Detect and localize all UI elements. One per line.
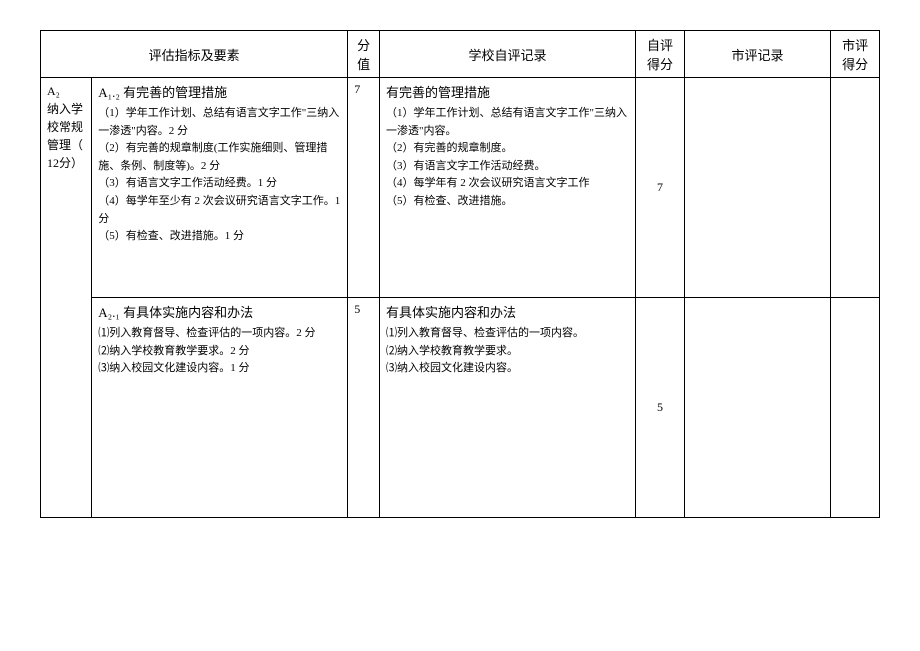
header-criteria: 评估指标及要素 xyxy=(41,31,348,78)
criteria-body: （1）学年工作计划、总结有语言文字工作"三纳入一渗透"内容。2 分（2）有完善的… xyxy=(98,105,341,246)
header-city-record: 市评记录 xyxy=(684,31,830,78)
table-row: A₂ 纳入学校常规管理（ 12分） A₁.₂ 有完善的管理措施 （1）学年工作计… xyxy=(41,78,880,298)
self-record-title: 有完善的管理措施 xyxy=(386,82,629,101)
city-score-cell xyxy=(831,78,880,298)
score-cell: 7 xyxy=(348,78,380,298)
self-score-cell: 5 xyxy=(636,298,685,518)
criteria-body: ⑴列入教育督导、检查评估的一项内容。2 分⑵纳入学校教育教学要求。2 分⑶纳入校… xyxy=(98,325,341,378)
self-record-body: ⑴列入教育督导、检查评估的一项内容。⑵纳入学校教育教学要求。⑶纳入校园文化建设内… xyxy=(386,325,629,378)
self-record-cell: 有完善的管理措施 （1）学年工作计划、总结有语言文字工作"三纳入一渗透"内容。（… xyxy=(380,78,636,298)
self-record-title: 有具体实施内容和办法 xyxy=(386,302,629,321)
header-self-score: 自评得分 xyxy=(636,31,685,78)
header-city-score: 市评得分 xyxy=(831,31,880,78)
city-record-cell xyxy=(684,78,830,298)
criteria-cell: A₂.₁ 有具体实施内容和办法 ⑴列入教育督导、检查评估的一项内容。2 分⑵纳入… xyxy=(92,298,348,518)
self-record-cell: 有具体实施内容和办法 ⑴列入教育督导、检查评估的一项内容。⑵纳入学校教育教学要求… xyxy=(380,298,636,518)
criteria-title: A₂.₁ 有具体实施内容和办法 xyxy=(98,302,341,321)
table-row: A₂.₁ 有具体实施内容和办法 ⑴列入教育督导、检查评估的一项内容。2 分⑵纳入… xyxy=(41,298,880,518)
evaluation-table: 评估指标及要素 分值 学校自评记录 自评得分 市评记录 市评得分 A₂ 纳入学校… xyxy=(40,30,880,518)
score-cell: 5 xyxy=(348,298,380,518)
city-score-cell xyxy=(831,298,880,518)
category-cell: A₂ 纳入学校常规管理（ 12分） xyxy=(41,78,92,518)
header-self-record: 学校自评记录 xyxy=(380,31,636,78)
category-label: 纳入学校常规管理（ 12分） xyxy=(47,100,85,172)
self-score-cell: 7 xyxy=(636,78,685,298)
category-code: A₂ xyxy=(47,82,85,100)
header-row: 评估指标及要素 分值 学校自评记录 自评得分 市评记录 市评得分 xyxy=(41,31,880,78)
city-record-cell xyxy=(684,298,830,518)
header-score: 分值 xyxy=(348,31,380,78)
criteria-cell: A₁.₂ 有完善的管理措施 （1）学年工作计划、总结有语言文字工作"三纳入一渗透… xyxy=(92,78,348,298)
criteria-title: A₁.₂ 有完善的管理措施 xyxy=(98,82,341,101)
self-record-body: （1）学年工作计划、总结有语言文字工作"三纳入一渗透"内容。（2）有完善的规章制… xyxy=(386,105,629,211)
